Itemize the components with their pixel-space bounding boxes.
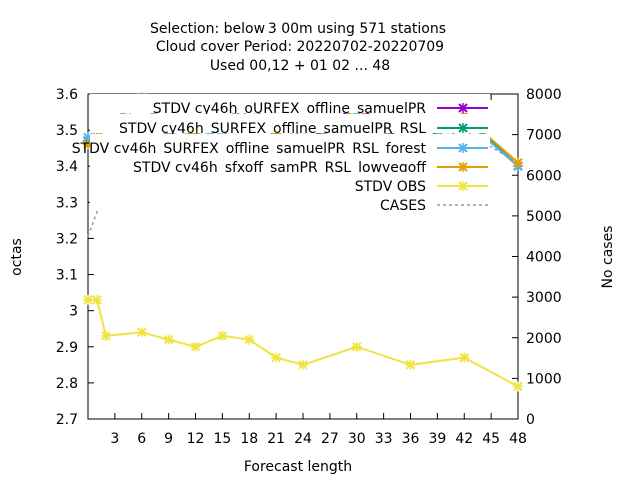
legend-marker	[458, 123, 468, 133]
y2-axis-label: No cases	[600, 226, 616, 289]
data-point	[405, 359, 416, 370]
y2-tick-label: 8000	[526, 87, 562, 103]
legend-entry: STDV cy46h_SURFEX_offline_samuelPR_RSL	[90, 114, 490, 137]
data-point	[244, 334, 255, 345]
data-point	[271, 352, 282, 363]
y-tick-label: 3.2	[56, 231, 78, 247]
y2-tick-label: 4000	[526, 250, 562, 266]
chart-title: Selection: below 3 00m using 571 station…	[150, 21, 446, 74]
y-tick-label: 2.8	[56, 376, 78, 392]
y-tick-label: 3.4	[56, 159, 78, 175]
data-point	[513, 157, 523, 168]
y-tick-label: 3.1	[56, 268, 78, 284]
y-axis-label: octas	[9, 238, 25, 276]
x-tick-label: 48	[509, 431, 527, 447]
x-tick-label: 30	[348, 431, 366, 447]
legend-entry-background	[90, 153, 490, 172]
y-tick-label: 3.6	[56, 87, 78, 103]
title-line-1: Selection: below 3 00m using 571 station…	[150, 21, 446, 37]
x-tick-label: 15	[213, 431, 231, 447]
legend-entry: CASES	[90, 191, 490, 214]
legend-marker	[458, 162, 468, 172]
series-line	[88, 298, 519, 388]
x-tick-label: 33	[375, 431, 393, 447]
x-tick-label: 6	[137, 431, 146, 447]
y-tick-label: 2.9	[56, 340, 78, 356]
data-point	[91, 294, 102, 305]
legend: STDV cy46h_oURFEX_offline_samuelPR STDV c…	[72, 94, 490, 214]
y2-tick-label: 3000	[526, 290, 562, 306]
x-tick-label: 12	[187, 431, 205, 447]
data-point	[513, 381, 523, 392]
legend-label: STDV cy46h_SURFEX_offline_samuelPR_RSL	[119, 121, 426, 137]
data-point	[351, 341, 362, 352]
legend-label: CASES	[380, 198, 426, 214]
x-tick-label: 45	[482, 431, 500, 447]
data-point	[190, 341, 201, 352]
y-tick-label: 3.5	[56, 123, 78, 139]
x-axis-label: Forecast length	[244, 459, 352, 475]
x-tick-label: 24	[294, 431, 312, 447]
x-tick-label: 36	[402, 431, 420, 447]
y2-tick-label: 1000	[526, 371, 562, 387]
legend-marker	[458, 181, 468, 191]
data-point	[136, 327, 147, 338]
data-point	[100, 330, 111, 341]
y-tick-label: 3	[69, 304, 78, 320]
y2-tick-label: 5000	[526, 209, 562, 225]
legend-entry-background	[90, 114, 490, 133]
x-tick-label: 3	[110, 431, 119, 447]
series-4	[83, 294, 523, 392]
y-axis: 2.7 2.8 2.9 3 3.1 3.2 3.3 3.4 3.5 3.6	[56, 87, 94, 428]
title-line-2: Cloud cover Period: 20220702-20220709	[156, 39, 444, 55]
legend-entry-background	[90, 94, 490, 113]
data-point	[298, 359, 308, 370]
x-tick-label: 27	[321, 431, 339, 447]
title-line-3: Used 00,12 + 01 02 ... 48	[210, 58, 390, 74]
y2-tick-label: 7000	[526, 128, 562, 144]
x-tick-label: 21	[267, 431, 285, 447]
data-point	[217, 330, 228, 341]
y-tick-label: 3.3	[56, 195, 78, 211]
legend-entry-background	[90, 191, 490, 210]
y2-axis: 0 1000 2000 3000 4000 5000 6000 7000 8000	[512, 87, 562, 428]
legend-entry-background	[90, 172, 490, 191]
legend-entry: STDV cy46h_oURFEX_offline_samuelPR	[90, 94, 490, 117]
legend-marker	[458, 103, 468, 113]
y-tick-label: 2.7	[56, 412, 78, 428]
y2-tick-label: 6000	[526, 168, 562, 184]
x-tick-label: 42	[455, 431, 473, 447]
data-point	[459, 352, 470, 363]
data-point	[163, 334, 174, 345]
y2-tick-label: 2000	[526, 331, 562, 347]
legend-label: STDV cy46h_oURFEX_offline_samuelPR	[153, 101, 427, 117]
legend-entry-background	[90, 134, 490, 153]
x-axis: 3 6 9 12 15 18 21 24 27 30 33 36 39 42 45 48	[110, 94, 527, 447]
x-tick-label: 9	[164, 431, 173, 447]
x-tick-label: 18	[240, 431, 258, 447]
data-point	[83, 294, 93, 305]
y2-tick-label: 0	[526, 412, 535, 428]
legend-marker	[458, 143, 468, 153]
x-tick-label: 39	[428, 431, 446, 447]
